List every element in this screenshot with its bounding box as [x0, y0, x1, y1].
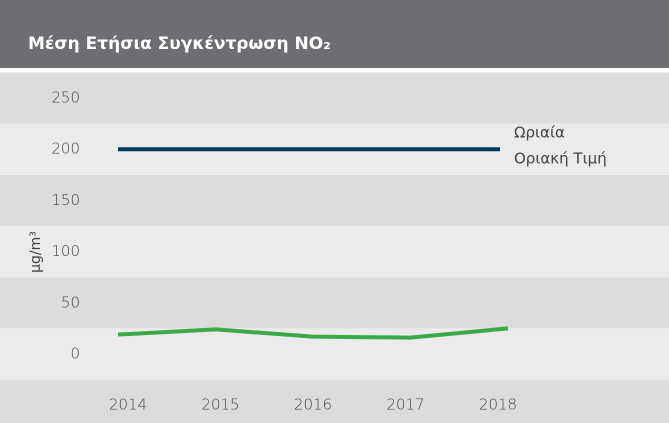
band: [0, 226, 669, 278]
x-tick-label: 2017: [386, 396, 424, 414]
y-axis-label: μg/m³: [28, 231, 44, 273]
x-tick-label: 2018: [479, 396, 517, 414]
x-axis-band: [0, 379, 669, 423]
reference-label: Ωριαία: [514, 124, 565, 142]
y-tick-label: 100: [51, 242, 80, 260]
band: [0, 72, 669, 124]
y-tick-label: 150: [51, 191, 80, 209]
y-tick-label: 50: [61, 293, 80, 311]
x-tick-label: 2015: [201, 396, 239, 414]
band: [0, 174, 669, 226]
reference-label: Οριακή Τιμή: [514, 150, 607, 168]
y-tick-label: 0: [70, 345, 80, 363]
y-tick-label: 250: [51, 89, 80, 107]
header: [0, 0, 669, 68]
y-tick-label: 200: [51, 140, 80, 158]
x-tick-label: 2016: [294, 396, 332, 414]
band: [0, 277, 669, 329]
x-tick-label: 2014: [109, 396, 147, 414]
chart-title: Μέση Ετήσια Συγκέντρωση NO₂: [28, 34, 331, 54]
data-line: [117, 326, 509, 340]
